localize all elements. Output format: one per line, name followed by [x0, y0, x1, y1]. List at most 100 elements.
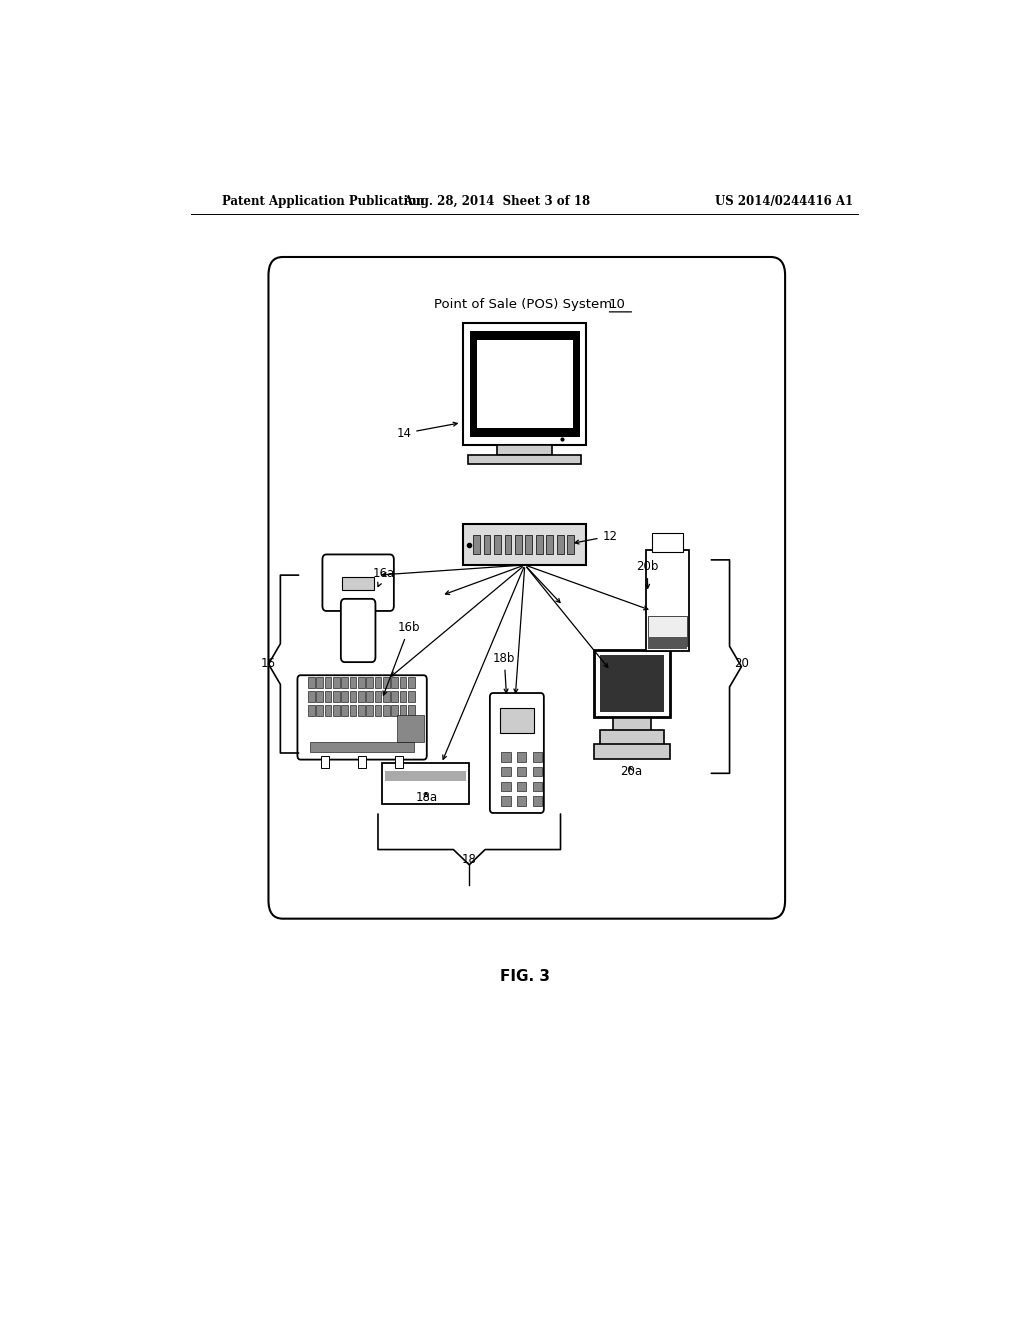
FancyBboxPatch shape	[391, 692, 398, 702]
FancyBboxPatch shape	[532, 752, 542, 762]
FancyBboxPatch shape	[341, 705, 348, 715]
Text: Point of Sale (POS) System: Point of Sale (POS) System	[433, 298, 616, 312]
Text: 20: 20	[734, 657, 749, 671]
FancyBboxPatch shape	[599, 655, 665, 711]
Text: 18a: 18a	[416, 791, 437, 804]
FancyBboxPatch shape	[358, 677, 365, 688]
FancyBboxPatch shape	[325, 705, 332, 715]
FancyBboxPatch shape	[322, 755, 329, 768]
FancyBboxPatch shape	[316, 692, 323, 702]
FancyBboxPatch shape	[532, 796, 542, 805]
Text: 10: 10	[608, 298, 625, 312]
FancyBboxPatch shape	[391, 677, 398, 688]
FancyBboxPatch shape	[470, 331, 580, 437]
FancyBboxPatch shape	[383, 692, 389, 702]
FancyBboxPatch shape	[268, 257, 785, 919]
FancyBboxPatch shape	[483, 536, 490, 554]
FancyBboxPatch shape	[399, 705, 407, 715]
FancyBboxPatch shape	[613, 718, 651, 731]
FancyBboxPatch shape	[399, 692, 407, 702]
FancyBboxPatch shape	[325, 677, 332, 688]
FancyBboxPatch shape	[517, 767, 526, 776]
Text: 16b: 16b	[383, 620, 420, 696]
FancyBboxPatch shape	[652, 533, 683, 552]
FancyBboxPatch shape	[525, 536, 532, 554]
FancyBboxPatch shape	[399, 677, 407, 688]
FancyBboxPatch shape	[408, 705, 415, 715]
FancyBboxPatch shape	[463, 524, 587, 565]
FancyBboxPatch shape	[532, 767, 542, 776]
Text: 20a: 20a	[620, 766, 642, 779]
FancyBboxPatch shape	[323, 554, 394, 611]
FancyBboxPatch shape	[489, 693, 544, 813]
Text: 18b: 18b	[494, 652, 515, 693]
FancyBboxPatch shape	[594, 649, 670, 717]
FancyBboxPatch shape	[358, 692, 365, 702]
FancyBboxPatch shape	[383, 677, 389, 688]
FancyBboxPatch shape	[349, 692, 356, 702]
FancyBboxPatch shape	[646, 549, 689, 651]
FancyBboxPatch shape	[333, 677, 340, 688]
FancyBboxPatch shape	[391, 705, 398, 715]
FancyBboxPatch shape	[517, 781, 526, 791]
FancyBboxPatch shape	[383, 705, 389, 715]
FancyBboxPatch shape	[342, 577, 374, 590]
FancyBboxPatch shape	[501, 781, 511, 791]
FancyBboxPatch shape	[333, 705, 340, 715]
FancyBboxPatch shape	[308, 692, 314, 702]
FancyBboxPatch shape	[536, 536, 543, 554]
FancyBboxPatch shape	[517, 752, 526, 762]
FancyBboxPatch shape	[367, 705, 373, 715]
FancyBboxPatch shape	[501, 752, 511, 762]
FancyBboxPatch shape	[408, 677, 415, 688]
FancyBboxPatch shape	[532, 781, 542, 791]
Text: FIG. 3: FIG. 3	[500, 969, 550, 985]
Text: 16a: 16a	[373, 568, 394, 586]
FancyBboxPatch shape	[349, 705, 356, 715]
FancyBboxPatch shape	[341, 692, 348, 702]
FancyBboxPatch shape	[349, 677, 356, 688]
FancyBboxPatch shape	[497, 445, 553, 455]
FancyBboxPatch shape	[358, 705, 365, 715]
Text: 16: 16	[260, 657, 275, 671]
FancyBboxPatch shape	[501, 796, 511, 805]
FancyBboxPatch shape	[557, 536, 563, 554]
FancyBboxPatch shape	[308, 705, 314, 715]
FancyBboxPatch shape	[333, 692, 340, 702]
FancyBboxPatch shape	[316, 677, 323, 688]
FancyBboxPatch shape	[477, 339, 572, 428]
Text: 20b: 20b	[636, 560, 658, 589]
FancyBboxPatch shape	[375, 692, 381, 702]
FancyBboxPatch shape	[648, 638, 687, 649]
FancyBboxPatch shape	[385, 771, 466, 781]
FancyBboxPatch shape	[308, 677, 314, 688]
FancyBboxPatch shape	[517, 796, 526, 805]
Text: Aug. 28, 2014  Sheet 3 of 18: Aug. 28, 2014 Sheet 3 of 18	[403, 194, 591, 207]
FancyBboxPatch shape	[316, 705, 323, 715]
Text: 14: 14	[396, 422, 457, 440]
FancyBboxPatch shape	[396, 715, 424, 742]
FancyBboxPatch shape	[375, 677, 381, 688]
FancyBboxPatch shape	[468, 455, 582, 463]
FancyBboxPatch shape	[501, 767, 511, 776]
FancyBboxPatch shape	[367, 677, 373, 688]
Text: 18: 18	[462, 853, 477, 866]
FancyBboxPatch shape	[567, 536, 574, 554]
FancyBboxPatch shape	[375, 705, 381, 715]
FancyBboxPatch shape	[494, 536, 501, 554]
FancyBboxPatch shape	[297, 676, 427, 759]
FancyBboxPatch shape	[515, 536, 521, 554]
FancyBboxPatch shape	[463, 322, 587, 445]
FancyBboxPatch shape	[547, 536, 553, 554]
Text: Patent Application Publication: Patent Application Publication	[221, 194, 424, 207]
FancyBboxPatch shape	[358, 755, 367, 768]
FancyBboxPatch shape	[594, 743, 670, 759]
FancyBboxPatch shape	[395, 755, 403, 768]
FancyBboxPatch shape	[473, 536, 480, 554]
FancyBboxPatch shape	[310, 742, 415, 752]
FancyBboxPatch shape	[325, 692, 332, 702]
FancyBboxPatch shape	[505, 536, 511, 554]
FancyBboxPatch shape	[648, 616, 687, 647]
FancyBboxPatch shape	[500, 709, 534, 733]
FancyBboxPatch shape	[600, 730, 664, 744]
